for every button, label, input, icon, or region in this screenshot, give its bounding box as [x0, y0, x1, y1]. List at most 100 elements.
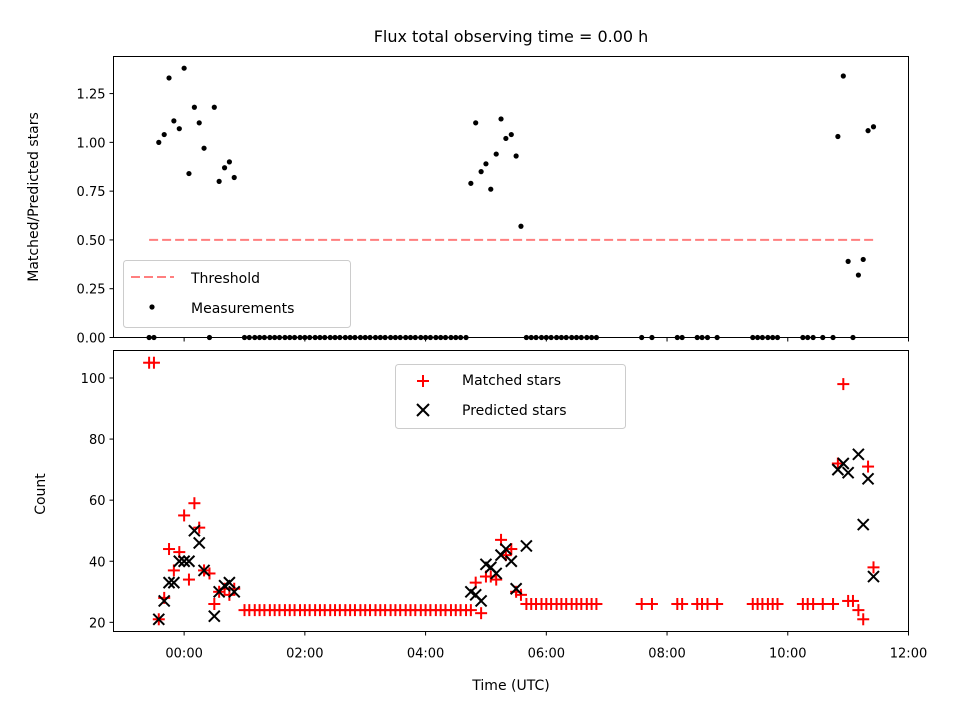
ratio-y-tick-label: 1.25	[77, 88, 106, 103]
measurement-point	[171, 118, 177, 124]
x-tick-label: 10:00	[769, 647, 806, 662]
measurement-point	[498, 116, 504, 122]
predicted-star-point	[182, 555, 196, 568]
measurement-point	[840, 73, 846, 79]
measurement-point	[855, 272, 861, 278]
legend-measurements-swatch	[149, 304, 155, 310]
count-legend-box	[395, 364, 626, 429]
matched-star-point	[837, 378, 850, 391]
matched-star-point	[645, 598, 658, 611]
measurement-point	[478, 169, 484, 175]
legend-measurements-label: Measurements	[191, 301, 294, 317]
matched-star-point	[464, 604, 477, 617]
predicted-star-point	[173, 555, 186, 568]
matched-star-point	[193, 521, 206, 534]
matched-star-point	[188, 497, 201, 510]
predicted-star-point	[177, 555, 191, 568]
predicted-star-point	[520, 539, 533, 553]
matched-star-point	[867, 561, 880, 574]
measurement-point	[156, 139, 162, 145]
matched-star-point	[831, 457, 844, 470]
measurement-point	[181, 65, 187, 71]
matched-star-point	[490, 573, 503, 586]
chart-title: Flux total observing time = 0.00 h	[374, 27, 649, 46]
matched-star-point	[147, 356, 160, 369]
measurement-point	[503, 135, 509, 142]
count-y-tick-label: 40	[89, 555, 106, 570]
matched-star-point	[862, 460, 875, 473]
legend-predicted-label: Predicted stars	[462, 403, 567, 419]
legend-threshold-label: Threshold	[190, 271, 260, 287]
measurement-point	[865, 128, 871, 134]
measurement-point	[493, 151, 499, 157]
measurement-point	[473, 120, 479, 126]
legend-predicted-swatch	[416, 403, 430, 417]
matched-star-point	[178, 509, 191, 522]
predicted-star-point	[474, 594, 488, 608]
count-plot-marks	[143, 356, 880, 626]
predicted-star-point	[505, 555, 518, 568]
matched-star-point	[771, 598, 784, 611]
measurement-point	[166, 75, 172, 81]
predicted-star-point	[857, 518, 870, 531]
measurement-point	[216, 178, 222, 184]
ratio-plot-frame	[113, 56, 909, 338]
ratio-y-tick-label: 0.25	[77, 283, 106, 298]
measurement-point	[226, 159, 232, 165]
matched-star-point	[182, 573, 195, 586]
x-axis-label: Time (UTC)	[471, 678, 549, 694]
measurement-point	[221, 165, 228, 171]
predicted-star-point	[208, 610, 221, 623]
count-y-tick-label: 100	[81, 372, 106, 387]
measurement-point	[211, 104, 217, 110]
count-y-tick-label: 20	[89, 616, 106, 631]
measurement-point	[196, 120, 202, 126]
measurement-point	[860, 256, 866, 263]
measurement-point	[518, 223, 524, 229]
measurement-point	[176, 126, 182, 132]
x-tick-label: 08:00	[648, 647, 685, 662]
x-tick-label: 00:00	[165, 647, 202, 662]
ratio-y-tick-label: 0.75	[77, 185, 106, 200]
measurement-point	[191, 104, 197, 110]
count-y-axis-label: Count	[33, 473, 49, 515]
matched-star-point	[857, 613, 870, 626]
count-plot-frame	[113, 350, 909, 632]
measurement-point	[186, 170, 192, 177]
matched-star-point	[827, 598, 840, 611]
matched-star-point	[816, 598, 829, 611]
ratio-plot-marks	[146, 65, 877, 341]
predicted-star-point	[499, 542, 513, 556]
predicted-star-point	[852, 448, 865, 461]
matched-star-point	[203, 567, 216, 580]
predicted-star-point	[841, 466, 855, 479]
measurement-point	[488, 186, 494, 192]
ratio-panel: 0.00 0.25 0.50 0.75 1.00 1.25 Matched/Predict…	[26, 56, 909, 347]
ratio-legend: Threshold Measurements	[123, 260, 351, 328]
legend-matched-label: Matched stars	[462, 373, 561, 389]
predicted-star-point	[152, 613, 165, 626]
predicted-star-point	[157, 594, 171, 608]
matched-star-point	[590, 598, 603, 611]
measurement-point	[483, 161, 489, 167]
matched-star-point	[676, 598, 689, 611]
count-y-tick-label: 60	[89, 494, 106, 509]
count-legend: Matched stars Predicted stars	[395, 364, 626, 429]
predicted-star-point	[228, 585, 241, 599]
measurement-point	[201, 145, 207, 151]
predicted-star-point	[861, 472, 875, 485]
predicted-star-point	[867, 570, 880, 583]
measurement-point	[870, 124, 877, 130]
matched-star-point	[163, 543, 176, 556]
predicted-star-point	[188, 524, 201, 537]
ratio-y-tick-label: 0.00	[77, 332, 106, 347]
x-tick-label: 12:00	[890, 647, 927, 662]
x-tick-label: 02:00	[286, 647, 323, 662]
measurement-point	[231, 174, 237, 181]
matched-star-point	[505, 543, 518, 556]
predicted-star-point	[197, 564, 211, 577]
legend-matched-swatch	[417, 375, 429, 387]
x-tick-label: 04:00	[407, 647, 444, 662]
